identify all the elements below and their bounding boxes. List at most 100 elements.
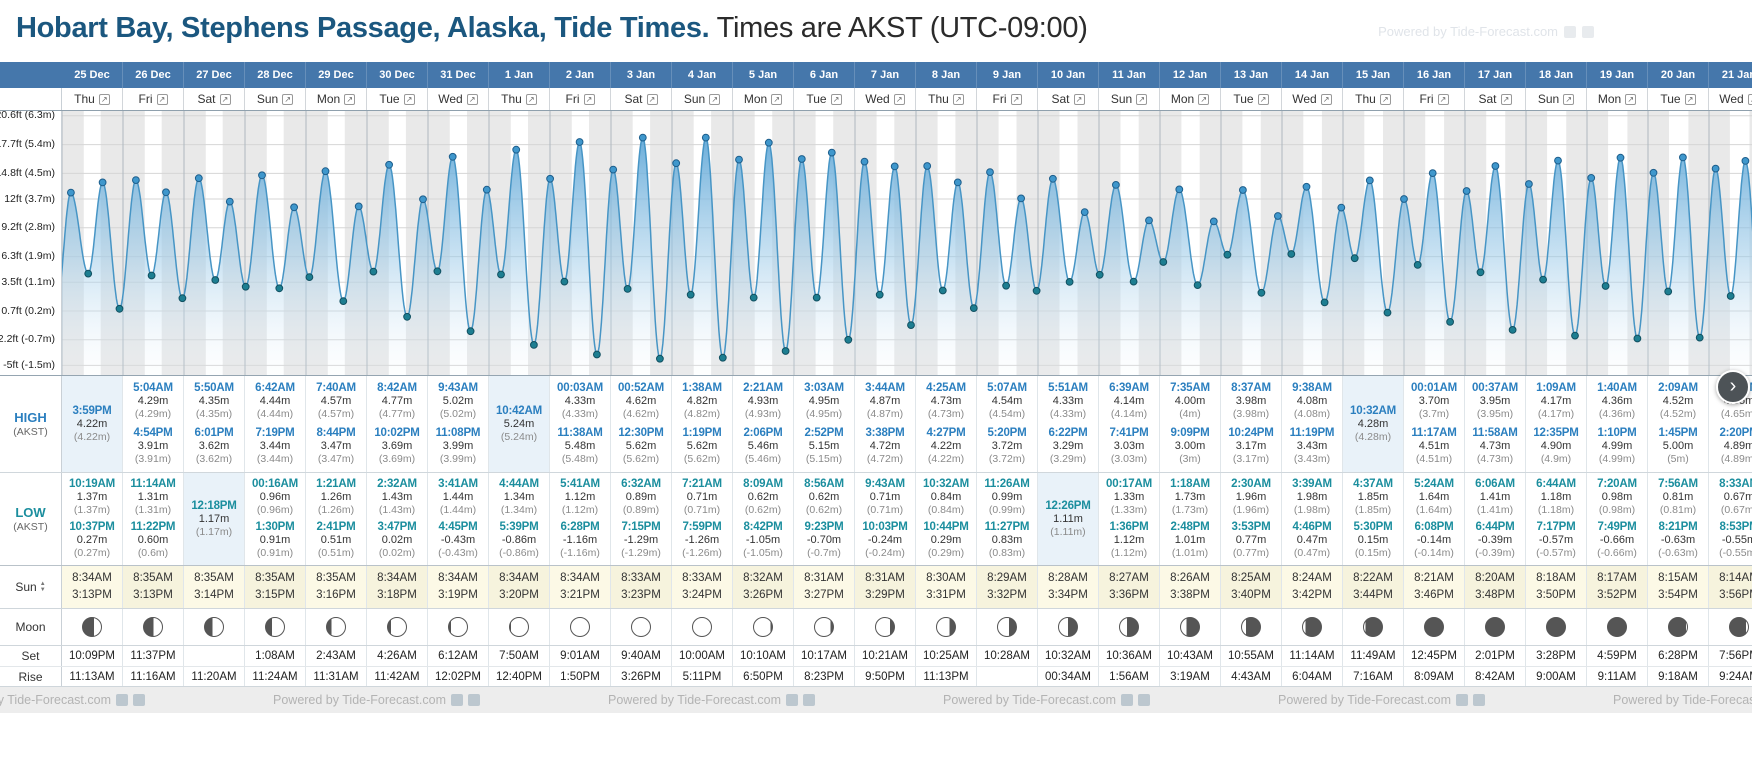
day-expand-cell[interactable]: Tue ↗ bbox=[1221, 88, 1282, 110]
expand-icon[interactable]: ↗ bbox=[1684, 93, 1696, 105]
moon-phase-icon bbox=[692, 617, 712, 637]
day-expand-cell[interactable]: Sat ↗ bbox=[184, 88, 245, 110]
tide-event: 10:37PM 0.27m (0.27m) bbox=[69, 521, 114, 560]
expand-icon[interactable]: ↗ bbox=[893, 93, 905, 105]
expand-icon[interactable]: ↗ bbox=[1563, 93, 1575, 105]
high-tide-cell: 5:50AM 4.35m (4.35m) 6:01PM 3.62m (3.62m) bbox=[184, 376, 245, 472]
expand-icon[interactable]: ↗ bbox=[583, 93, 595, 105]
sun-times-cell: 8:26AM 3:38PM bbox=[1160, 566, 1221, 608]
expand-icon[interactable]: ↗ bbox=[1136, 93, 1148, 105]
day-expand-cell[interactable]: Fri ↗ bbox=[123, 88, 184, 110]
date-label: 4 Jan bbox=[672, 62, 733, 88]
expand-icon[interactable]: ↗ bbox=[219, 93, 231, 105]
expand-icon[interactable]: ↗ bbox=[344, 93, 356, 105]
tide-event: 7:20AM 0.98m (0.98m) bbox=[1597, 478, 1637, 517]
tide-time: 6:44AM bbox=[1536, 477, 1576, 490]
scroll-right-button[interactable]: › bbox=[1716, 370, 1750, 404]
tide-height: 3.47m bbox=[320, 440, 352, 452]
tide-height-secondary: (-1.26m) bbox=[682, 547, 722, 560]
expand-icon[interactable]: ↗ bbox=[1625, 93, 1637, 105]
tide-event: 2:48PM 1.01m (1.01m) bbox=[1170, 521, 1209, 560]
expand-icon[interactable]: ↗ bbox=[98, 93, 110, 105]
date-label: 8 Jan bbox=[916, 62, 977, 88]
expand-icon[interactable]: ↗ bbox=[403, 93, 415, 105]
day-expand-cell[interactable]: Thu ↗ bbox=[62, 88, 123, 110]
day-expand-cell[interactable]: Tue ↗ bbox=[1648, 88, 1709, 110]
moonrise-time-cell: 7:16AM bbox=[1343, 667, 1404, 686]
day-expand-cell[interactable]: Mon ↗ bbox=[733, 88, 794, 110]
watermark-item: Powered by Tide-Forecast.com bbox=[943, 693, 1150, 707]
tide-time: 00:52AM bbox=[618, 382, 664, 394]
day-expand-cell[interactable]: Fri ↗ bbox=[1404, 88, 1465, 110]
expand-icon[interactable]: ↗ bbox=[1073, 93, 1085, 105]
day-expand-cell[interactable]: Tue ↗ bbox=[367, 88, 428, 110]
day-expand-cell[interactable]: Thu ↗ bbox=[916, 88, 977, 110]
day-expand-cell[interactable]: Sun ↗ bbox=[672, 88, 733, 110]
day-expand-cell[interactable]: Wed↗ bbox=[855, 88, 916, 110]
day-expand-cell[interactable]: Tue ↗ bbox=[794, 88, 855, 110]
day-expand-cell[interactable]: Fri ↗ bbox=[977, 88, 1038, 110]
sort-arrows-icon[interactable]: ▲ ▼ bbox=[39, 581, 46, 593]
day-expand-cell[interactable]: Wed↗ bbox=[1282, 88, 1343, 110]
expand-icon[interactable]: ↗ bbox=[525, 93, 537, 105]
moon-phase-cell bbox=[1282, 609, 1343, 645]
expand-icon[interactable]: ↗ bbox=[1257, 93, 1269, 105]
day-expand-cell[interactable]: Wed↗ bbox=[1709, 88, 1752, 110]
low-tide-cell: 1:21AM 1.26m (1.26m) 2:41PM 0.51m (0.51m) bbox=[306, 473, 367, 565]
tide-time: 2:30AM bbox=[1231, 477, 1271, 490]
tide-time: 2:09AM bbox=[1658, 382, 1698, 394]
expand-icon[interactable]: ↗ bbox=[1010, 93, 1022, 105]
sun-times-cell: 8:21AM 3:46PM bbox=[1404, 566, 1465, 608]
tide-height: 0.98m bbox=[1601, 490, 1633, 503]
day-expand-cell[interactable]: Sat ↗ bbox=[1038, 88, 1099, 110]
day-expand-cell[interactable]: Mon ↗ bbox=[306, 88, 367, 110]
moon-phase-icon bbox=[1607, 617, 1627, 637]
expand-icon[interactable]: ↗ bbox=[1747, 93, 1752, 105]
high-tide-cell: 1:40AM 4.36m (4.36m) 1:10PM 4.99m (4.99m) bbox=[1587, 376, 1648, 472]
tide-time: 9:09PM bbox=[1170, 427, 1210, 439]
expand-icon[interactable]: ↗ bbox=[830, 93, 842, 105]
tide-event: 1:18AM 1.73m (1.73m) bbox=[1170, 478, 1210, 517]
day-expand-cell[interactable]: Sun ↗ bbox=[1526, 88, 1587, 110]
expand-icon[interactable]: ↗ bbox=[156, 93, 168, 105]
tide-height: 4.62m bbox=[625, 395, 657, 407]
low-tide-cell: 8:56AM 0.62m (0.62m) 9:23PM -0.70m (-0.7m) bbox=[794, 473, 855, 565]
expand-icon[interactable]: ↗ bbox=[282, 93, 294, 105]
tide-height: 3.17m bbox=[1235, 440, 1267, 452]
tide-time: 8:42AM bbox=[377, 382, 417, 394]
day-expand-cell[interactable]: Mon ↗ bbox=[1587, 88, 1648, 110]
expand-icon[interactable]: ↗ bbox=[646, 93, 658, 105]
day-expand-cell[interactable]: Sat ↗ bbox=[611, 88, 672, 110]
tide-height-secondary: (1.73m) bbox=[1171, 503, 1209, 516]
day-expand-cell[interactable]: Sun ↗ bbox=[245, 88, 306, 110]
tide-height: 3.95m bbox=[1479, 395, 1511, 407]
expand-icon[interactable]: ↗ bbox=[1500, 93, 1512, 105]
tide-height: 3.91m bbox=[137, 440, 169, 452]
expand-icon[interactable]: ↗ bbox=[1437, 93, 1449, 105]
tide-height: -0.24m bbox=[867, 534, 903, 547]
expand-icon[interactable]: ↗ bbox=[771, 93, 783, 105]
expand-icon[interactable]: ↗ bbox=[709, 93, 721, 105]
tide-event: 12:18PM 1.17m (1.17m) bbox=[191, 500, 236, 539]
day-expand-cell[interactable]: Thu ↗ bbox=[489, 88, 550, 110]
day-expand-cell[interactable]: Mon ↗ bbox=[1160, 88, 1221, 110]
tide-height: 3.00m bbox=[1174, 440, 1206, 452]
day-expand-cell[interactable]: Sat ↗ bbox=[1465, 88, 1526, 110]
expand-icon[interactable]: ↗ bbox=[952, 93, 964, 105]
day-expand-cell[interactable]: Wed↗ bbox=[428, 88, 489, 110]
moonset-time-cell: 1:08AM bbox=[245, 646, 306, 666]
low-tide-cell: 12:26PM 1.11m (1.11m) bbox=[1038, 473, 1099, 565]
expand-icon[interactable]: ↗ bbox=[466, 93, 478, 105]
day-label: Wed bbox=[1719, 92, 1744, 106]
expand-icon[interactable]: ↗ bbox=[1379, 93, 1391, 105]
expand-icon[interactable]: ↗ bbox=[1320, 93, 1332, 105]
tide-event: 2:20PM4.89m(4.89m) bbox=[1719, 427, 1752, 466]
sunrise-time: 8:31AM bbox=[865, 572, 905, 584]
day-expand-cell[interactable]: Sun ↗ bbox=[1099, 88, 1160, 110]
tide-height: 5.15m bbox=[808, 440, 840, 452]
day-expand-cell[interactable]: Thu ↗ bbox=[1343, 88, 1404, 110]
expand-icon[interactable]: ↗ bbox=[1198, 93, 1210, 105]
sunrise-time: 8:25AM bbox=[1231, 572, 1271, 584]
day-expand-cell[interactable]: Fri ↗ bbox=[550, 88, 611, 110]
tide-time: 1:45PM bbox=[1658, 427, 1698, 439]
